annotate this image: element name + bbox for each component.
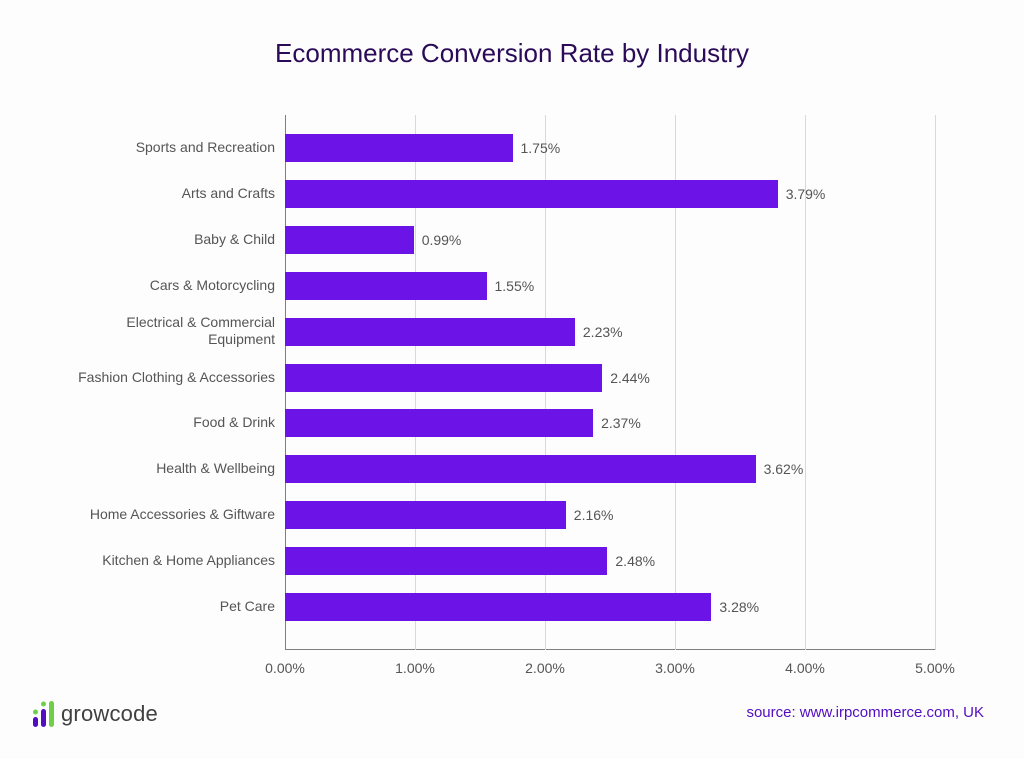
category-label: Kitchen & Home Appliances (35, 552, 275, 570)
bar-row: 2.16% (285, 501, 935, 529)
bar-value-label: 2.48% (615, 553, 655, 569)
bar (285, 593, 711, 621)
bar-value-label: 3.79% (786, 186, 826, 202)
bar-row: 2.23% (285, 318, 935, 346)
bar (285, 501, 566, 529)
category-label: Arts and Crafts (35, 185, 275, 203)
brand-logo-text: growcode (61, 701, 158, 727)
bar-value-label: 2.44% (610, 370, 650, 386)
category-label: Baby & Child (35, 231, 275, 249)
bar (285, 364, 602, 392)
x-tick-label: 2.00% (525, 660, 565, 676)
category-label: Pet Care (35, 598, 275, 616)
category-label: Food & Drink (35, 414, 275, 432)
x-tick-label: 3.00% (655, 660, 695, 676)
bar-row: 1.75% (285, 134, 935, 162)
x-tick-label: 0.00% (265, 660, 305, 676)
bar-row: 1.55% (285, 272, 935, 300)
x-axis-baseline (285, 649, 935, 650)
bar-value-label: 2.16% (574, 507, 614, 523)
bar-value-label: 3.28% (719, 599, 759, 615)
x-tick-label: 5.00% (915, 660, 955, 676)
bar-row: 2.37% (285, 409, 935, 437)
bar (285, 318, 575, 346)
bar (285, 409, 593, 437)
x-tick-label: 1.00% (395, 660, 435, 676)
chart-plot-area: 0.00%1.00%2.00%3.00%4.00%5.00%1.75%3.79%… (285, 115, 935, 650)
bar-value-label: 3.62% (764, 461, 804, 477)
bar (285, 272, 487, 300)
bar (285, 455, 756, 483)
x-tick-label: 4.00% (785, 660, 825, 676)
bar-value-label: 1.75% (521, 140, 561, 156)
category-label: Cars & Motorcycling (35, 277, 275, 295)
category-label: Electrical & Commercial Equipment (35, 314, 275, 349)
growcode-icon (33, 699, 57, 727)
bar (285, 180, 778, 208)
category-label: Home Accessories & Giftware (35, 506, 275, 524)
bar-row: 2.48% (285, 547, 935, 575)
category-label: Fashion Clothing & Accessories (35, 369, 275, 387)
grid-line (935, 115, 936, 650)
source-text: source: www.irpcommerce.com, UK (746, 704, 984, 721)
chart-title: Ecommerce Conversion Rate by Industry (0, 38, 1024, 69)
bar-row: 0.99% (285, 226, 935, 254)
bar-value-label: 0.99% (422, 232, 462, 248)
bar-row: 2.44% (285, 364, 935, 392)
bar (285, 226, 414, 254)
bar-value-label: 1.55% (495, 278, 535, 294)
bar (285, 134, 513, 162)
category-label: Sports and Recreation (35, 139, 275, 157)
bar-row: 3.62% (285, 455, 935, 483)
bar-row: 3.79% (285, 180, 935, 208)
bar (285, 547, 607, 575)
bar-row: 3.28% (285, 593, 935, 621)
bar-value-label: 2.37% (601, 415, 641, 431)
category-label: Health & Wellbeing (35, 460, 275, 478)
bar-value-label: 2.23% (583, 324, 623, 340)
brand-logo: growcode (33, 699, 158, 727)
